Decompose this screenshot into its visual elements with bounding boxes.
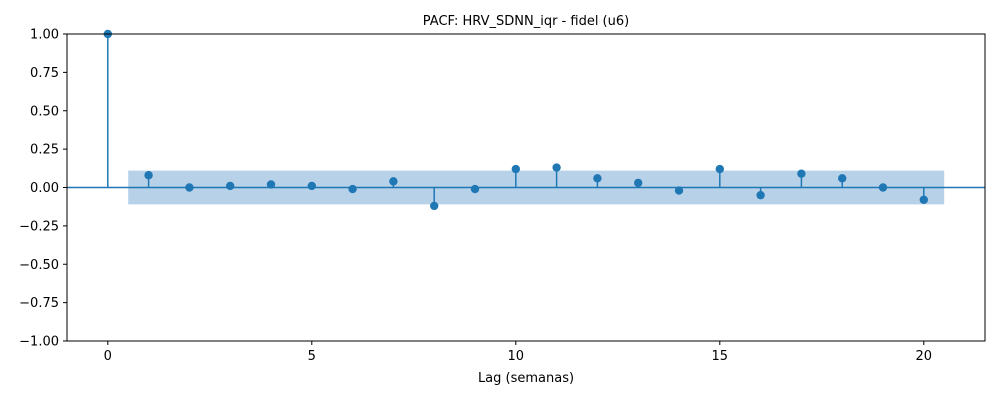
data-point bbox=[266, 180, 276, 189]
y-tick-label: −0.25 bbox=[19, 219, 59, 234]
data-point bbox=[511, 164, 520, 174]
data-point bbox=[348, 184, 357, 194]
x-axis-label: Lag (semanas) bbox=[478, 371, 574, 386]
data-point bbox=[470, 184, 480, 194]
data-point bbox=[634, 178, 643, 188]
y-tick-label: 0.50 bbox=[30, 104, 59, 119]
data-point bbox=[715, 164, 724, 174]
y-tick-label: 1.00 bbox=[30, 28, 59, 43]
y-tick-label: 0.25 bbox=[30, 143, 59, 158]
y-tick-label: −0.75 bbox=[19, 296, 59, 311]
y-tick-label: −1.00 bbox=[19, 335, 59, 350]
x-tick-label: 5 bbox=[308, 349, 316, 364]
data-point bbox=[430, 201, 439, 211]
x-tick-label: 10 bbox=[508, 349, 525, 364]
plot-area bbox=[67, 29, 985, 211]
y-tick-label: 0.75 bbox=[30, 66, 59, 81]
x-tick-label: 20 bbox=[916, 349, 933, 364]
data-point bbox=[593, 174, 602, 183]
data-point bbox=[307, 181, 316, 191]
chart-title: PACF: HRV_SDNN_iqr - fidel (u6) bbox=[423, 14, 629, 29]
x-tick-label: 15 bbox=[712, 349, 729, 364]
data-point bbox=[878, 183, 888, 192]
data-point bbox=[674, 186, 684, 195]
data-point bbox=[756, 190, 765, 200]
data-point bbox=[389, 177, 398, 186]
data-point bbox=[185, 183, 194, 192]
data-point bbox=[919, 195, 928, 204]
y-tick-label: −0.50 bbox=[19, 258, 59, 273]
y-tick-label: 0.00 bbox=[30, 181, 59, 196]
data-point bbox=[838, 174, 847, 183]
data-point bbox=[144, 171, 153, 180]
data-point bbox=[797, 169, 806, 178]
data-point bbox=[226, 181, 235, 191]
data-point bbox=[552, 163, 561, 172]
axes: −1.00 −0.75 −0.50 −0.25 0.00 0.25 0.50 0.75 1.00… bbox=[19, 28, 986, 364]
x-tick-label: 0 bbox=[104, 349, 112, 364]
